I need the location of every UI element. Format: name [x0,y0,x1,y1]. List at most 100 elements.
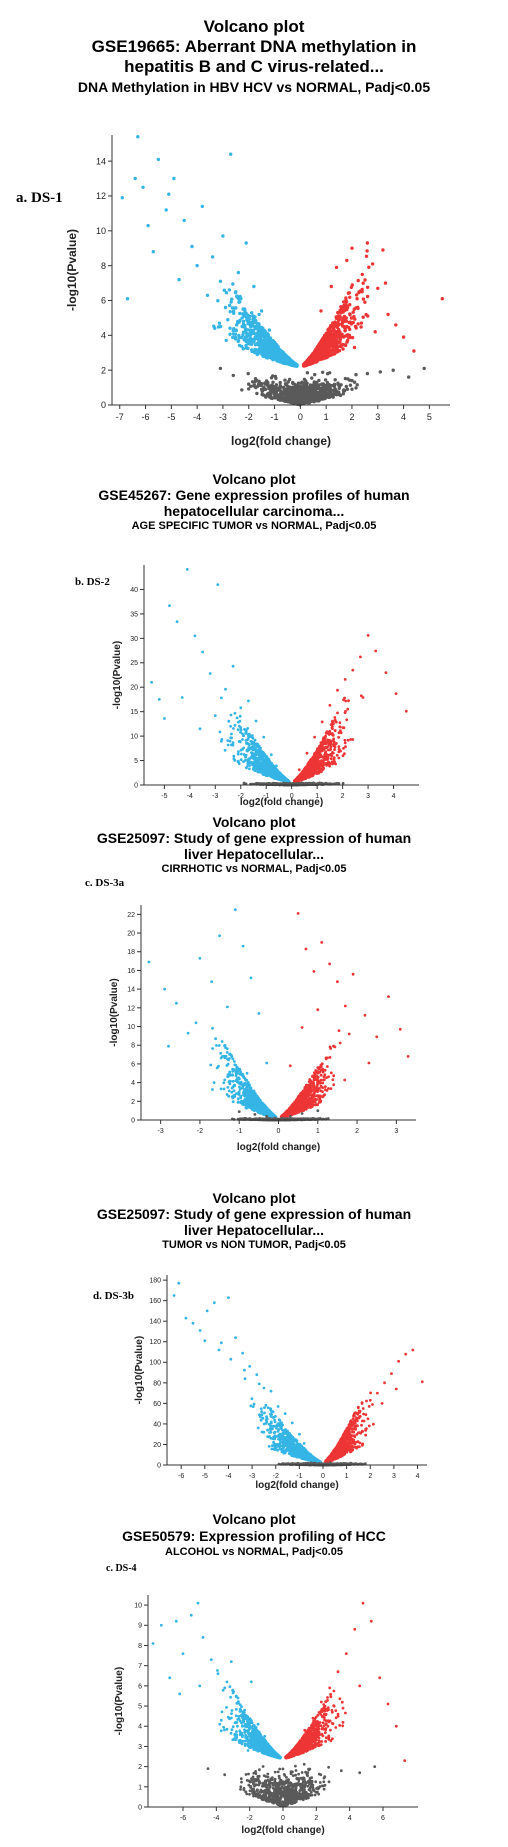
cloud-point [289,391,293,395]
cloud-point [236,339,240,344]
cloud-point [307,401,312,405]
data-point-down [221,234,225,238]
cloud-point [237,720,240,724]
cloud-point [342,698,345,702]
data-point-down [267,328,272,332]
data-point-down [218,279,223,283]
cloud-point [367,265,371,269]
cloud-point [351,310,355,314]
cloud-point [328,730,332,733]
cloud-point [228,332,232,336]
cloud-point [365,285,370,289]
cloud-point [242,781,246,785]
cloud-point [359,694,363,698]
cloud-point [306,769,309,773]
cloud-point [310,768,314,771]
data-point-down [205,293,210,297]
cloud-point [315,385,320,389]
cloud-point [233,337,238,341]
cloud-point [235,716,239,720]
data-point-down [278,349,282,353]
cloud-point [282,387,286,391]
cloud-point [303,362,307,367]
cloud-point [300,380,304,384]
cloud-point [246,319,250,323]
cloud-point [344,699,348,703]
cloud-point [239,730,242,734]
cloud-point [331,345,336,349]
cloud-point [331,395,335,399]
cloud-point [260,392,264,397]
cloud-point [341,388,346,393]
cloud-point [336,711,339,715]
data-point-down [223,305,228,310]
data-point-up [350,246,354,250]
cloud-point [365,249,369,253]
data-point-ns [365,371,370,376]
cloud-point [300,397,304,402]
panel-dataset-line2: hepatitis B and C virus-related... [124,57,384,76]
data-point-down [151,250,155,254]
cloud-point [268,393,272,398]
cloud-point [286,380,290,384]
cloud-point [344,316,348,320]
data-point-ns [324,389,328,393]
cloud-point [323,344,327,348]
cloud-point [226,743,230,747]
cloud-point [334,742,338,745]
cloud-point [322,397,327,401]
cloud-point [257,381,261,386]
cloud-point [329,323,333,328]
cloud-point [233,332,238,336]
cloud-point [253,318,258,323]
cloud-point [259,746,262,750]
cloud-point [247,387,251,391]
data-point-down [156,157,161,162]
cloud-point [355,383,359,387]
cloud-point [276,777,280,781]
cloud-point [310,761,313,764]
cloud-point [304,384,309,388]
cloud-point [336,310,340,315]
cloud-point [232,727,235,730]
cloud-point [350,335,355,340]
cloud-point [328,762,332,765]
panel-subtitle: DNA Methylation in HBV HCV vs NORMAL, Pa… [77,79,431,95]
cloud-point [243,727,246,731]
cloud-point [217,321,222,325]
data-point-up [319,309,323,313]
data-point-ns [350,378,354,383]
data-point-down [259,309,264,313]
cloud-point [252,763,256,767]
data-point-down [210,255,215,259]
data-point-ns [259,387,264,391]
cloud-point [261,339,266,343]
cloud-point [251,747,255,751]
cloud-point [235,294,239,298]
cloud-point [333,716,337,719]
cloud-point [220,739,223,743]
cloud-point [274,356,279,360]
cloud-point [283,382,288,386]
data-point-down [244,241,248,245]
cloud-point [333,351,337,355]
cloud-point [334,331,339,336]
cloud-point [246,346,250,351]
data-point-up [360,272,364,277]
x-tick-label: -7 [116,412,124,422]
cloud-point [223,748,227,752]
cloud-point [239,748,243,752]
cloud-point [289,386,293,390]
cloud-point [323,335,327,339]
cloud-point [237,750,240,754]
cloud-point [340,322,344,326]
cloud-point [322,346,326,351]
cloud-point [337,317,342,321]
cloud-point [350,283,354,287]
cloud-point [321,392,326,396]
cloud-point [308,762,312,766]
cloud-point [239,752,243,756]
cloud-point [334,316,339,321]
data-point-down [190,244,194,249]
cloud-point [250,380,255,384]
